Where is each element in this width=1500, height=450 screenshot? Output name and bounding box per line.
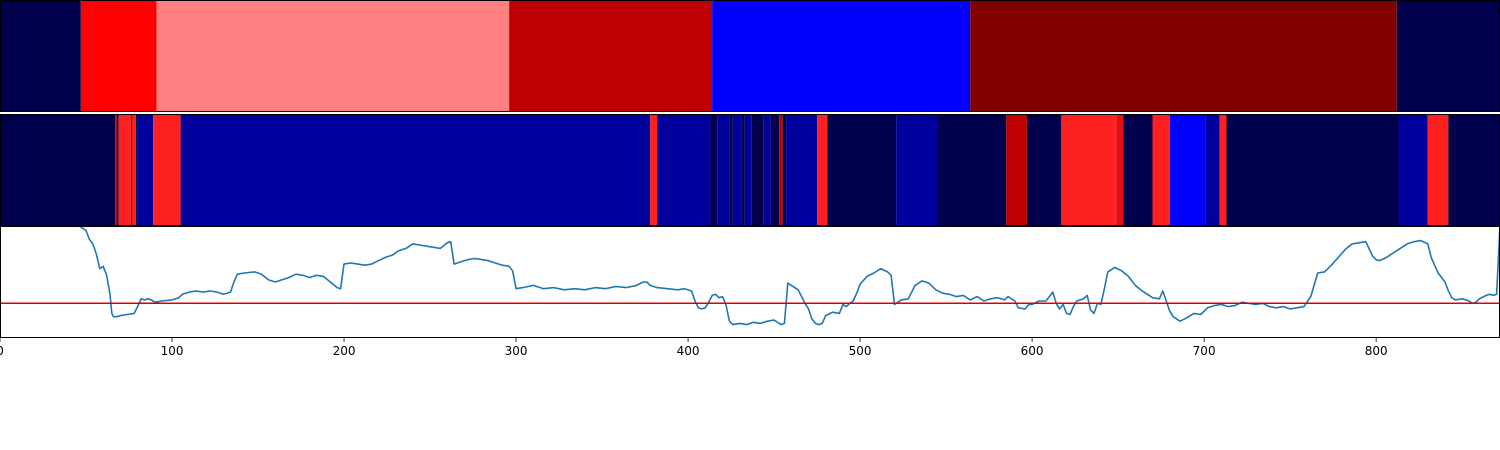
- middle-heatmap-segment: [729, 114, 733, 226]
- middle-heatmap-segment: [135, 114, 138, 226]
- middle-heatmap-segment: [1116, 114, 1124, 226]
- middle-heatmap-segment: [710, 114, 718, 226]
- x-tick-label: 500: [849, 344, 872, 358]
- middle-heatmap-segment: [153, 114, 181, 226]
- middle-heatmap-segment: [1123, 114, 1153, 226]
- middle-heatmap-segment: [657, 114, 711, 226]
- middle-heatmap-segment: [1398, 114, 1428, 226]
- middle-heatmap-segment: [116, 114, 119, 226]
- middle-heatmap-segment: [1061, 114, 1117, 226]
- middle-heatmap-segment: [1026, 114, 1062, 226]
- middle-heatmap-segment: [896, 114, 938, 226]
- middle-heatmap-segment: [1226, 114, 1399, 226]
- top-heatmap-row: [0, 0, 1500, 112]
- middle-heatmap-segment: [1152, 114, 1170, 226]
- middle-heatmap-segment: [779, 114, 783, 226]
- middle-heatmap-segment: [130, 114, 133, 226]
- middle-heatmap-row: [0, 114, 1500, 226]
- x-tick-label: 100: [161, 344, 184, 358]
- middle-heatmap-segment: [732, 114, 742, 226]
- line-plot-background: [0, 226, 1500, 338]
- top-heatmap-segment: [712, 0, 971, 112]
- middle-heatmap-segment: [115, 114, 117, 226]
- top-heatmap-segment: [1396, 0, 1500, 112]
- middle-heatmap-segment: [1219, 114, 1227, 226]
- series-line: [68, 226, 1500, 326]
- middle-heatmap-segment: [937, 114, 1007, 226]
- middle-heatmap-segment: [132, 114, 136, 226]
- middle-heatmap-segment: [827, 114, 897, 226]
- x-tick-label: 0: [0, 344, 4, 358]
- top-heatmap-segment: [156, 0, 510, 112]
- middle-heatmap-segment: [180, 114, 651, 226]
- middle-heatmap-segment: [741, 114, 745, 226]
- top-heatmap-segment: [0, 0, 81, 112]
- middle-heatmap-segment: [744, 114, 752, 226]
- line-plot-row: 0 100 200 300 400 500 600 700 800: [0, 226, 1500, 358]
- middle-heatmap-segment: [137, 114, 154, 226]
- middle-heatmap-segment: [1448, 114, 1500, 226]
- top-heatmap-segment: [80, 0, 157, 112]
- x-tick-label: 700: [1193, 344, 1216, 358]
- x-tick-label: 200: [333, 344, 356, 358]
- x-tick-label: 300: [505, 344, 528, 358]
- middle-heatmap-segment: [786, 114, 818, 226]
- middle-heatmap-segment: [118, 114, 131, 226]
- middle-heatmap-segment: [751, 114, 764, 226]
- middle-heatmap-segment: [782, 114, 787, 226]
- middle-heatmap-segment: [817, 114, 828, 226]
- middle-heatmap-segment: [650, 114, 658, 226]
- middle-heatmap-segment: [1427, 114, 1449, 226]
- middle-heatmap-segment: [1169, 114, 1206, 226]
- middle-heatmap-segment: [1006, 114, 1027, 226]
- middle-heatmap-segment: [1205, 114, 1220, 226]
- x-tick-label: 600: [1021, 344, 1044, 358]
- top-heatmap-segment: [509, 0, 713, 112]
- middle-heatmap-segment: [717, 114, 730, 226]
- x-tick-label: 400: [677, 344, 700, 358]
- middle-heatmap-segment: [770, 114, 780, 226]
- top-heatmap-segment: [970, 0, 1397, 112]
- x-tick-label: 800: [1365, 344, 1388, 358]
- middle-heatmap-segment: [763, 114, 771, 226]
- middle-heatmap-segment: [0, 114, 116, 226]
